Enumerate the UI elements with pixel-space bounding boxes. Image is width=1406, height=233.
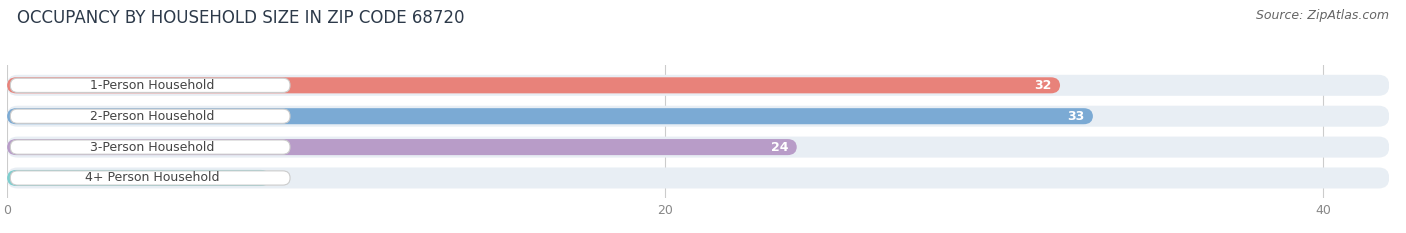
FancyBboxPatch shape <box>10 140 290 154</box>
FancyBboxPatch shape <box>10 78 290 93</box>
Text: Source: ZipAtlas.com: Source: ZipAtlas.com <box>1256 9 1389 22</box>
FancyBboxPatch shape <box>7 139 797 155</box>
Text: 32: 32 <box>1035 79 1052 92</box>
Text: OCCUPANCY BY HOUSEHOLD SIZE IN ZIP CODE 68720: OCCUPANCY BY HOUSEHOLD SIZE IN ZIP CODE … <box>17 9 464 27</box>
FancyBboxPatch shape <box>7 170 270 186</box>
Text: 8: 8 <box>253 171 262 185</box>
FancyBboxPatch shape <box>7 168 1389 188</box>
FancyBboxPatch shape <box>7 108 1092 124</box>
FancyBboxPatch shape <box>10 109 290 123</box>
FancyBboxPatch shape <box>7 77 1060 93</box>
Text: 2-Person Household: 2-Person Household <box>90 110 214 123</box>
FancyBboxPatch shape <box>7 75 1389 96</box>
Text: 1-Person Household: 1-Person Household <box>90 79 214 92</box>
Text: 33: 33 <box>1067 110 1085 123</box>
Text: 24: 24 <box>770 140 789 154</box>
Text: 4+ Person Household: 4+ Person Household <box>84 171 219 185</box>
FancyBboxPatch shape <box>7 106 1389 127</box>
Text: 3-Person Household: 3-Person Household <box>90 140 214 154</box>
FancyBboxPatch shape <box>7 137 1389 158</box>
FancyBboxPatch shape <box>10 171 290 185</box>
